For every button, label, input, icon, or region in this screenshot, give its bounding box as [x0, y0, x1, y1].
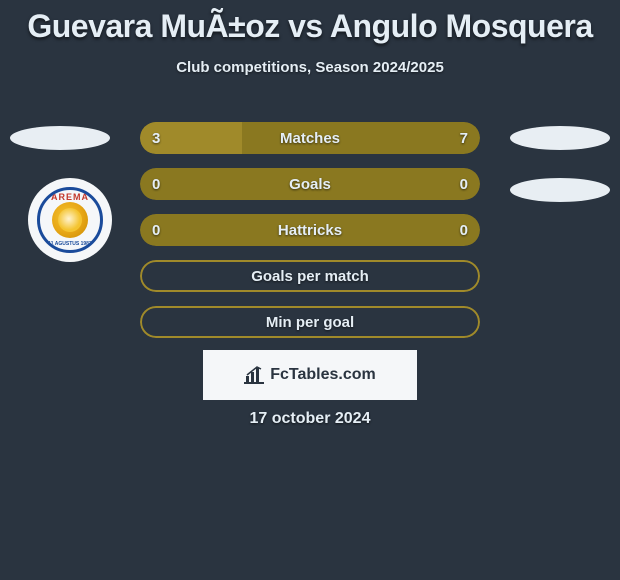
subtitle: Club competitions, Season 2024/2025 [0, 59, 620, 76]
club-badge-name: AREMA [51, 192, 89, 202]
date-label: 17 october 2024 [0, 410, 620, 428]
brand-chart-icon [244, 366, 264, 384]
bar-label: Goals per match [140, 260, 480, 292]
bar-row: Goals0 0 [140, 168, 480, 200]
bar-label: Matches [140, 122, 480, 154]
bar-value-right: 0 [460, 214, 468, 246]
club-badge-left: AREMA 11 AGUSTUS 1987 [28, 178, 112, 262]
bar-row: Min per goal [140, 306, 480, 338]
bar-row: Goals per match [140, 260, 480, 292]
comparison-bars: Matches37Goals00Hattricks00Goals per mat… [140, 122, 480, 352]
bar-value-right: 7 [460, 122, 468, 154]
club-badge-date: 11 AGUSTUS 1987 [48, 241, 91, 247]
player-right-club-placeholder [510, 178, 610, 202]
bar-label: Hattricks [140, 214, 480, 246]
bar-row: Matches3 7 [140, 122, 480, 154]
bar-value-left: 0 [152, 214, 160, 246]
bar-value-left: 0 [152, 168, 160, 200]
bar-label: Min per goal [140, 306, 480, 338]
page-title: Guevara MuÃ±oz vs Angulo Mosquera [0, 0, 620, 45]
player-right-avatar-placeholder [510, 126, 610, 150]
player-left-avatar-placeholder [10, 126, 110, 150]
bar-value-left: 3 [152, 122, 160, 154]
bar-label: Goals [140, 168, 480, 200]
bar-row: Hattricks0 0 [140, 214, 480, 246]
brand-watermark: FcTables.com [203, 350, 417, 400]
bar-value-right: 0 [460, 168, 468, 200]
brand-text: FcTables.com [270, 366, 376, 384]
club-badge-lion-icon [52, 202, 88, 238]
club-badge-ring: AREMA 11 AGUSTUS 1987 [37, 187, 103, 253]
